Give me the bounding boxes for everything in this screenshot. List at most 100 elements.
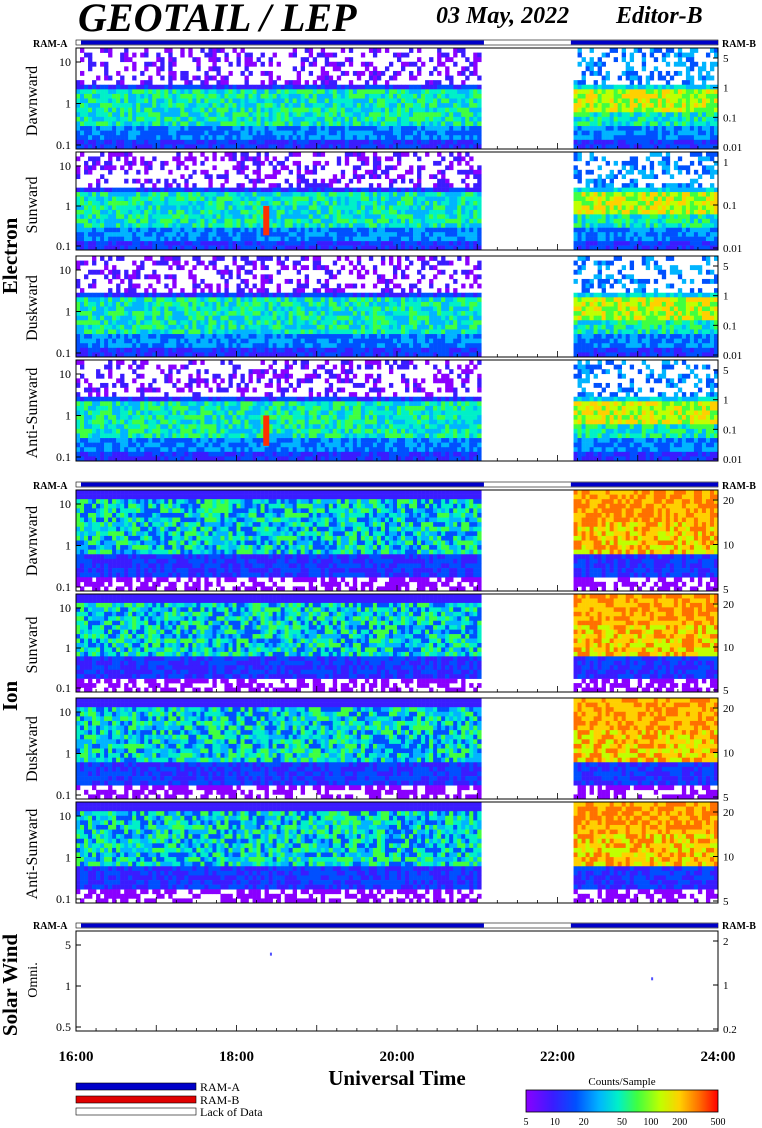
heatmap-cell <box>469 107 474 113</box>
heatmap-cell <box>180 112 185 118</box>
heatmap-cell <box>441 52 446 58</box>
heatmap-cell <box>220 75 225 81</box>
heatmap-cell <box>641 121 647 127</box>
heatmap-cell <box>413 139 418 145</box>
heatmap-cell <box>669 89 675 95</box>
heatmap-cell <box>397 192 402 197</box>
heatmap-cell <box>593 107 598 113</box>
heatmap-cell <box>188 130 193 136</box>
heatmap-cell <box>589 98 594 104</box>
heatmap-cell <box>272 169 277 175</box>
heatmap-cell <box>577 80 582 86</box>
heatmap-cell <box>441 130 446 136</box>
heatmap-cell <box>104 144 109 150</box>
heatmap-cell <box>120 192 125 197</box>
heatmap-cell <box>224 84 229 90</box>
heatmap-cell <box>168 93 173 99</box>
heatmap-cell <box>633 116 639 122</box>
heatmap-cell <box>188 116 193 122</box>
heatmap-cell <box>112 201 117 206</box>
heatmap-cell <box>332 103 338 108</box>
heatmap-cell <box>304 139 310 145</box>
heatmap-cell <box>605 116 610 122</box>
heatmap-cell <box>112 107 117 113</box>
heatmap-cell <box>300 236 306 242</box>
heatmap-cell <box>80 139 85 145</box>
heatmap-cell <box>661 227 667 233</box>
heatmap-cell <box>637 130 643 136</box>
heatmap-cell <box>397 232 402 237</box>
heatmap-cell <box>401 178 406 184</box>
heatmap-cell <box>617 112 622 118</box>
heatmap-cell <box>336 227 342 233</box>
heatmap-cell <box>280 227 285 233</box>
heatmap-cell <box>453 121 458 127</box>
heatmap-cell <box>92 201 97 206</box>
heatmap-cell <box>208 245 213 251</box>
heatmap-cell <box>681 107 687 113</box>
heatmap-cell <box>208 192 213 197</box>
heatmap-cell <box>469 236 474 242</box>
heatmap-cell <box>276 160 281 166</box>
heatmap-cell <box>368 93 374 99</box>
heatmap-cell <box>689 214 695 220</box>
heatmap-cell <box>453 126 458 131</box>
heatmap-cell <box>368 192 374 197</box>
heatmap-cell <box>425 187 430 193</box>
heatmap-cell <box>649 52 655 58</box>
heatmap-cell <box>104 205 109 211</box>
heatmap-cell <box>376 144 382 150</box>
heatmap-cell <box>232 152 237 157</box>
heatmap-cell <box>80 201 85 206</box>
heatmap-cell <box>401 192 406 197</box>
heatmap-cell <box>168 135 173 141</box>
heatmap-cell <box>388 144 394 150</box>
heatmap-cell <box>240 135 245 141</box>
heatmap-cell <box>405 245 410 251</box>
heatmap-cell <box>252 103 257 108</box>
heatmap-cell <box>457 48 462 53</box>
heatmap-cell <box>112 152 117 157</box>
heatmap-cell <box>320 187 326 193</box>
heatmap-cell <box>168 112 173 118</box>
heatmap-cell <box>180 52 185 58</box>
heatmap-cell <box>188 121 193 127</box>
heatmap-cell <box>380 236 386 242</box>
heatmap-cell <box>244 144 249 150</box>
heatmap-cell <box>240 232 245 237</box>
heatmap-cell <box>585 218 590 224</box>
heatmap-cell <box>629 52 635 58</box>
heatmap-cell <box>665 48 671 53</box>
heatmap-cell <box>625 232 631 237</box>
heatmap-cell <box>208 75 213 81</box>
heatmap-cell <box>236 192 241 197</box>
heatmap-cell <box>397 227 402 233</box>
heatmap-cell <box>585 112 590 118</box>
heatmap-cell <box>192 232 197 237</box>
heatmap-cell <box>441 196 446 202</box>
heatmap-cell <box>148 144 153 150</box>
heatmap-cell <box>288 236 293 242</box>
heatmap-cell <box>689 57 695 63</box>
heatmap-cell <box>88 245 93 251</box>
heatmap-cell <box>308 84 314 90</box>
heatmap-cell <box>392 205 398 211</box>
heatmap-cell <box>108 347 113 353</box>
heatmap-cell <box>352 89 358 95</box>
heatmap-cell <box>136 245 141 251</box>
heatmap-cell <box>256 241 261 246</box>
heatmap-cell <box>208 187 213 193</box>
heatmap-cell <box>433 241 438 246</box>
heatmap-cell <box>336 160 342 166</box>
heatmap-cell <box>348 227 354 233</box>
heatmap-cell <box>84 236 89 242</box>
heatmap-cell <box>384 209 390 215</box>
heatmap-cell <box>417 66 422 72</box>
heatmap-cell <box>100 126 105 131</box>
heatmap-cell <box>120 57 125 63</box>
heatmap-cell <box>92 329 97 335</box>
heatmap-cell <box>76 89 81 95</box>
heatmap-cell <box>649 192 655 197</box>
heatmap-cell <box>641 223 647 229</box>
heatmap-cell <box>156 232 161 237</box>
